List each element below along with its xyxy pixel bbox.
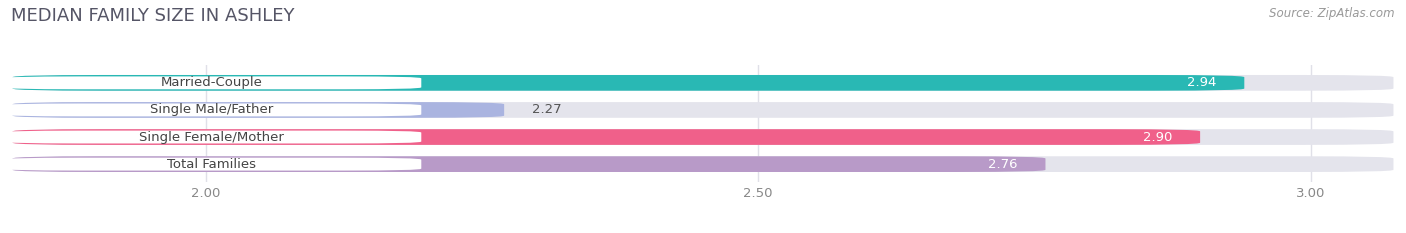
Text: Married-Couple: Married-Couple: [160, 76, 263, 89]
Text: 2.27: 2.27: [531, 103, 561, 116]
FancyBboxPatch shape: [1, 130, 422, 144]
FancyBboxPatch shape: [13, 102, 505, 118]
Text: 2.94: 2.94: [1187, 76, 1216, 89]
FancyBboxPatch shape: [13, 156, 1046, 172]
FancyBboxPatch shape: [13, 75, 1244, 91]
FancyBboxPatch shape: [1, 103, 422, 116]
FancyBboxPatch shape: [1, 76, 422, 89]
FancyBboxPatch shape: [13, 156, 1393, 172]
FancyBboxPatch shape: [13, 75, 1393, 91]
Text: MEDIAN FAMILY SIZE IN ASHLEY: MEDIAN FAMILY SIZE IN ASHLEY: [11, 7, 295, 25]
FancyBboxPatch shape: [13, 102, 1393, 118]
FancyBboxPatch shape: [1, 158, 422, 171]
Text: Source: ZipAtlas.com: Source: ZipAtlas.com: [1270, 7, 1395, 20]
Text: Single Male/Father: Single Male/Father: [150, 103, 273, 116]
Text: 2.76: 2.76: [988, 158, 1018, 171]
Text: Total Families: Total Families: [167, 158, 256, 171]
Text: 2.90: 2.90: [1143, 130, 1173, 144]
Text: Single Female/Mother: Single Female/Mother: [139, 130, 284, 144]
FancyBboxPatch shape: [13, 129, 1201, 145]
FancyBboxPatch shape: [13, 129, 1393, 145]
